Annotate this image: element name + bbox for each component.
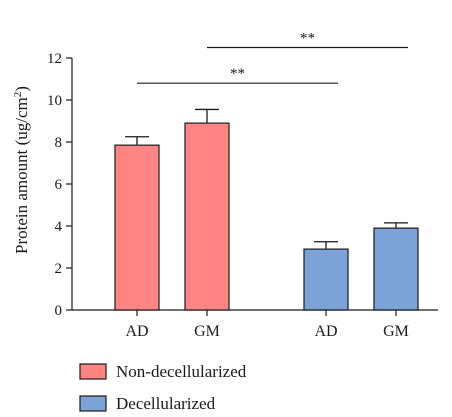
y-tick-label: 4 xyxy=(55,219,63,235)
bars: AD GM AD GM xyxy=(114,108,419,340)
significance-annotations: ** ** xyxy=(137,31,408,84)
x-tick-label: AD xyxy=(125,323,148,340)
legend-swatch xyxy=(79,395,107,412)
y-axis-title-main: Protein amount (ug/cm xyxy=(12,97,31,254)
legend-label: Decellularized xyxy=(116,394,216,413)
y-axis-title-superscript: 2 xyxy=(12,92,24,98)
bar-ad-decellularized xyxy=(303,248,349,311)
legend: Non-decellularized Decellularized xyxy=(79,362,247,413)
bar-gm-non-decellularized xyxy=(184,122,230,311)
significance-label: ** xyxy=(300,31,315,47)
y-tick-label: 12 xyxy=(47,51,62,67)
bar-gm-decellularized xyxy=(373,227,419,311)
x-tick-label: GM xyxy=(194,323,220,340)
y-axis-title-close: ) xyxy=(12,86,31,92)
legend-label: Non-decellularized xyxy=(116,362,247,381)
legend-swatch xyxy=(79,363,107,380)
x-tick-label: AD xyxy=(314,323,337,340)
y-tick-label: 6 xyxy=(55,177,63,193)
y-tick-label: 8 xyxy=(55,135,63,151)
x-tick-label: GM xyxy=(383,323,409,340)
y-tick-label: 10 xyxy=(47,93,62,109)
y-axis-title: Protein amount (ug/cm2) xyxy=(12,86,31,254)
y-tick-label: 0 xyxy=(55,303,63,319)
bar-ad-non-decellularized xyxy=(114,144,160,311)
y-tick-label: 2 xyxy=(55,261,63,277)
significance-label: ** xyxy=(230,66,245,82)
